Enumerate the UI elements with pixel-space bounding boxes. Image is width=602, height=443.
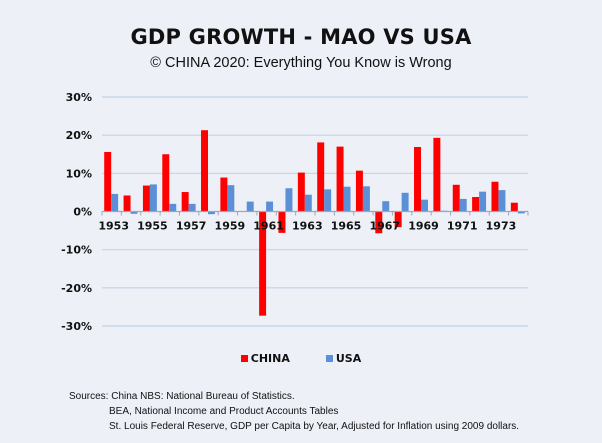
- x-tick-label: 1961: [253, 220, 284, 233]
- bar-china-1956: [162, 154, 170, 212]
- chart-subtitle: © CHINA 2020: Everything You Know is Wro…: [150, 55, 452, 71]
- bar-china-1963: [297, 172, 305, 212]
- bar-china-1959: [220, 177, 228, 212]
- bar-usa-1956: [169, 203, 177, 212]
- bar-china-1955: [142, 185, 150, 212]
- bar-china-1953: [104, 151, 112, 212]
- legend-swatch-usa: [325, 355, 333, 362]
- legend-item-usa: USA: [325, 352, 362, 365]
- x-tick-label: 1955: [137, 220, 168, 233]
- y-tick-label: 30%: [66, 91, 92, 104]
- bars: [104, 130, 525, 316]
- x-axis-labels: 1953 1955 1957 1959 1961 1963 1965 1967 1969 1971…: [98, 220, 516, 233]
- y-tick-label: 20%: [66, 129, 92, 142]
- x-axis: [101, 210, 529, 216]
- legend-label-china: CHINA: [250, 352, 290, 365]
- x-tick-label: 1967: [369, 220, 400, 233]
- bar-usa-1961: [266, 201, 274, 212]
- y-axis-labels: 30% 20% 10% 0% -10% -20% -30%: [61, 91, 92, 333]
- bar-china-1966: [355, 170, 363, 212]
- bar-china-1968: [394, 211, 402, 228]
- x-tick-label: 1963: [292, 220, 323, 233]
- bar-usa-1967: [382, 201, 390, 212]
- bar-usa-1959: [227, 185, 235, 212]
- bar-china-1958: [201, 130, 208, 212]
- gridlines: [102, 96, 528, 327]
- bar-china-1971: [452, 184, 460, 212]
- y-tick-label: -20%: [61, 282, 92, 295]
- bar-usa-1954: [130, 211, 138, 214]
- legend-item-china: CHINA: [240, 352, 290, 365]
- bar-china-1957: [181, 192, 189, 212]
- source-line-3: St. Louis Federal Reserve, GDP per Capit…: [109, 421, 520, 432]
- y-tick-label: 10%: [66, 167, 92, 180]
- x-tick-label: 1959: [215, 220, 246, 233]
- bar-usa-1957: [188, 203, 196, 212]
- x-tick-label: 1957: [176, 220, 207, 233]
- bar-china-1965: [336, 146, 344, 212]
- bar-china-1970: [433, 137, 441, 212]
- y-tick-label: 0%: [73, 206, 92, 219]
- bar-usa-1963: [304, 194, 312, 212]
- bar-china-1972: [472, 196, 480, 212]
- bar-usa-1971: [459, 198, 467, 212]
- source-line-2: BEA, National Income and Product Account…: [109, 406, 339, 417]
- legend-label-usa: USA: [335, 352, 362, 365]
- bar-china-1974: [510, 202, 518, 212]
- bar-usa-1960: [246, 201, 254, 212]
- sources-note: Sources: China NBS: National Bureau of S…: [69, 389, 519, 434]
- bar-usa-1969: [421, 199, 428, 212]
- y-tick-label: -10%: [61, 244, 92, 257]
- x-tick-label: 1971: [447, 220, 478, 233]
- bar-usa-1968: [401, 192, 409, 212]
- bar-china-1969: [414, 146, 421, 212]
- y-tick-label: -30%: [61, 320, 92, 333]
- source-line-1: Sources: China NBS: National Bureau of S…: [69, 391, 295, 402]
- bar-china-1962: [278, 211, 286, 233]
- bar-usa-1973: [498, 190, 506, 212]
- x-tick-label: 1965: [331, 220, 362, 233]
- bar-china-1967: [375, 211, 383, 234]
- bar-usa-1953: [111, 193, 119, 212]
- bar-china-1961: [259, 211, 267, 316]
- bar-usa-1964: [324, 189, 332, 212]
- bar-china-1973: [491, 181, 499, 212]
- legend-swatch-china: [240, 355, 248, 362]
- bar-usa-1955: [149, 184, 157, 212]
- bar-china-1964: [317, 142, 325, 212]
- bar-usa-1974: [517, 211, 525, 214]
- bar-usa-1958: [208, 211, 215, 215]
- chart-title: GDP GROWTH - MAO VS USA: [130, 25, 472, 49]
- legend: CHINA USA: [0, 352, 602, 365]
- bar-usa-1965: [343, 186, 351, 212]
- bar-china-1954: [123, 195, 131, 212]
- bar-usa-1966: [362, 186, 370, 212]
- x-tick-label: 1973: [486, 220, 517, 233]
- bar-usa-1972: [479, 191, 487, 212]
- x-tick-label: 1969: [408, 220, 439, 233]
- bar-usa-1962: [285, 188, 293, 212]
- x-tick-label: 1953: [98, 220, 129, 233]
